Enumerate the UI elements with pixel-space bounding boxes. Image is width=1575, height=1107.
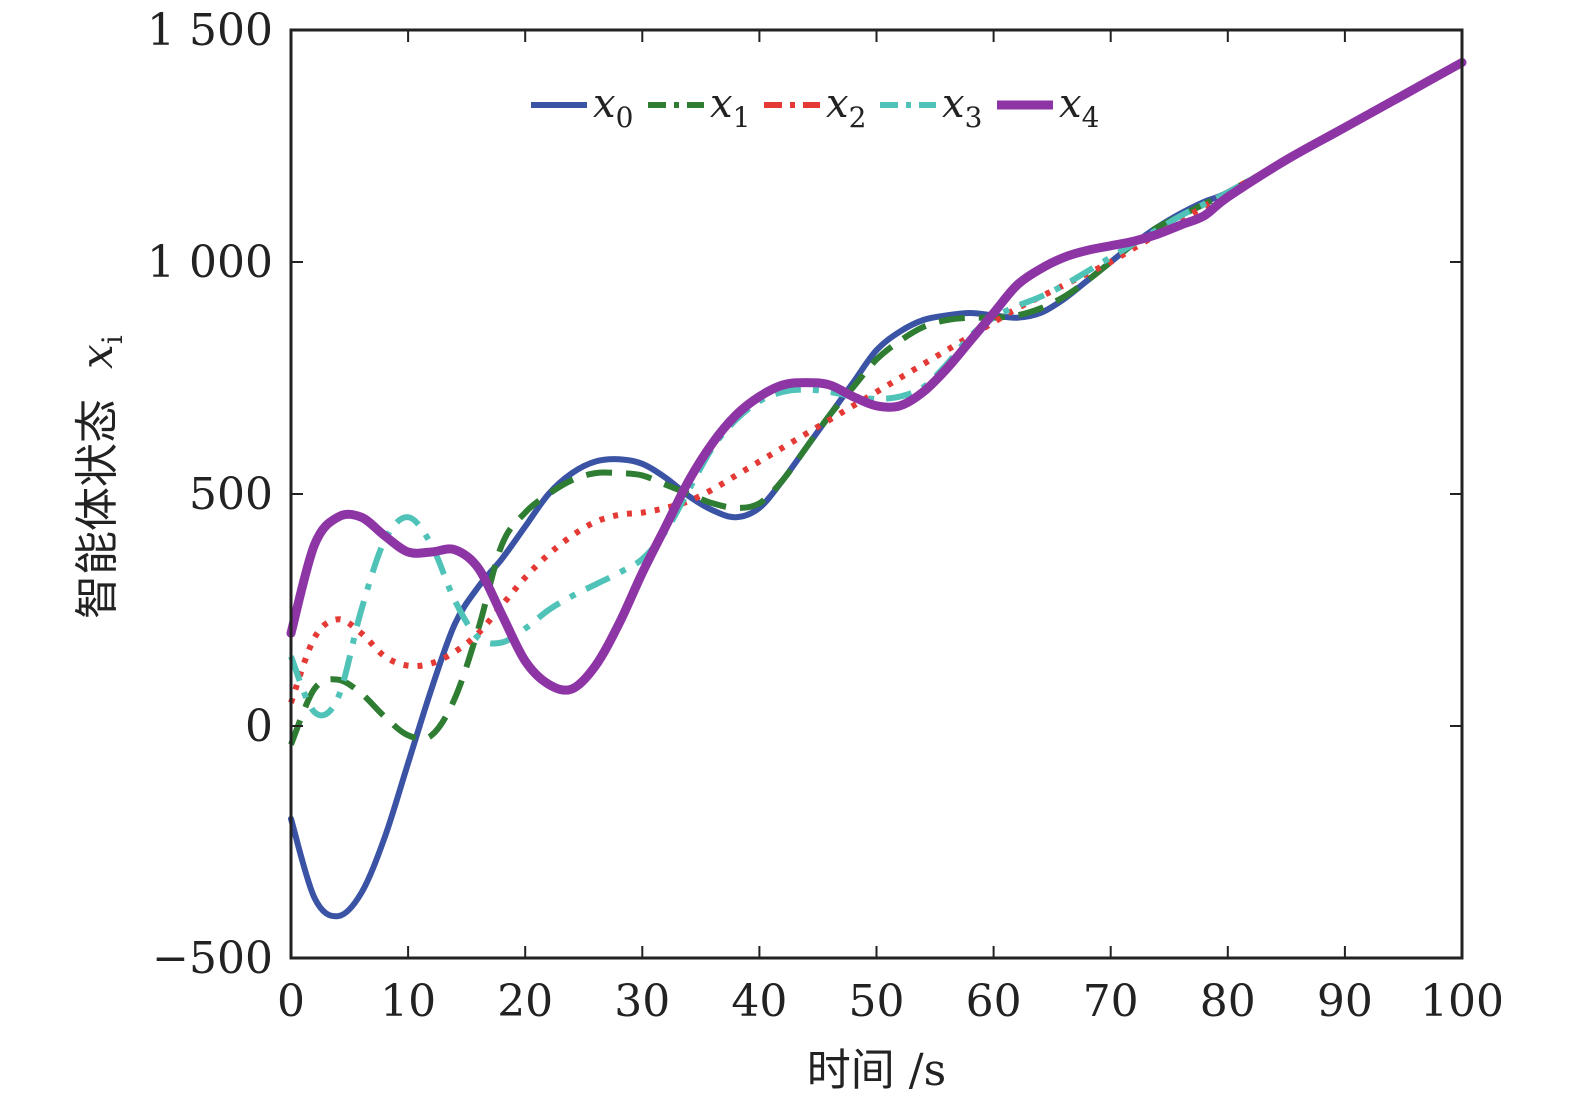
x-tick-label: 60 (966, 976, 1022, 1027)
x-axis-title: 时间 /s (807, 1045, 946, 1096)
x-tick-label: 50 (849, 976, 905, 1027)
x-tick-label: 30 (614, 976, 670, 1027)
series-line-x3 (288, 59, 1464, 719)
x-tick-label: 100 (1420, 976, 1504, 1027)
y-tick-label: 1 000 (147, 237, 273, 288)
legend-label-x4: x4 (1059, 81, 1099, 134)
y-tick-label: 0 (245, 701, 273, 752)
x-tick-label: 40 (731, 976, 787, 1027)
legend-label-x2: x2 (826, 81, 866, 134)
x-tick-label: 20 (497, 976, 553, 1027)
series-line-x0 (288, 59, 1465, 920)
y-tick-label: 1 500 (147, 5, 273, 56)
series-line-x1 (288, 59, 1464, 746)
plot-lines (286, 58, 1467, 920)
y-tick-label: 500 (189, 469, 273, 520)
legend: x0 x1 x2 x3 x4 (531, 81, 1099, 134)
y-axis-title-text: 智能体状态 (72, 399, 123, 619)
series-line-x4 (286, 58, 1467, 695)
y-axis: −500 0 500 1 000 1 500 (147, 5, 1462, 984)
plot-frame (289, 28, 1464, 960)
x-tick-label: 10 (380, 976, 436, 1027)
y-tick-label: −500 (152, 933, 273, 984)
x-axis: 0 10 20 30 40 50 60 70 80 90 100 (277, 30, 1504, 1027)
y-axis-title-symbol: xi (72, 335, 129, 369)
x-tick-label: 0 (277, 976, 305, 1027)
legend-label-x0: x0 (593, 81, 633, 134)
legend-label-x3: x3 (942, 81, 982, 134)
x-tick-label: 70 (1083, 976, 1139, 1027)
x-tick-label: 90 (1317, 976, 1373, 1027)
x-tick-label: 80 (1200, 976, 1256, 1027)
y-axis-title: 智能体状态 xi (72, 335, 129, 619)
legend-label-x1: x1 (710, 81, 750, 134)
